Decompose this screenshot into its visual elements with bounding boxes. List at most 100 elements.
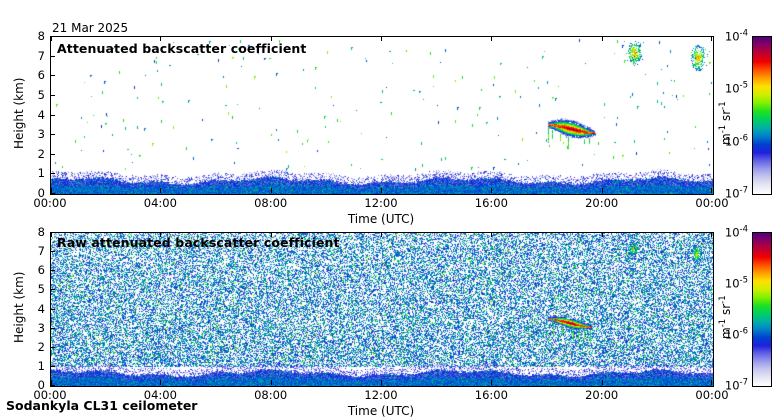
- ytick-label-0-0: 0: [37, 186, 45, 200]
- xtick-mark-top-1-6: [711, 232, 712, 237]
- panel-raw-attenuated-backscatter: [50, 232, 714, 387]
- xtick-mark-top-0-5: [602, 36, 603, 41]
- colorbar-bottom: [752, 232, 772, 387]
- ytick-label-0-8: 8: [37, 29, 45, 43]
- xtick-mark-top-0-4: [491, 36, 492, 41]
- raw-attenuated-backscatter-heatmap: [51, 233, 713, 386]
- xtick-label-0-1: 04:00: [143, 196, 177, 210]
- colorbar-tick-1-2: 10-6: [724, 326, 748, 342]
- colorbar-tick-1-1: 10-5: [724, 275, 748, 291]
- ytick-label-0-2: 2: [37, 146, 45, 161]
- panel-title-attenuated: Attenuated backscatter coefficient: [57, 41, 307, 56]
- ytick-mark-1-7: [50, 251, 55, 252]
- colorbar-tick-0-0: 10-4: [724, 28, 748, 44]
- ytick-label-0-3: 3: [37, 127, 45, 142]
- colorbar-label-1: m-1 sr-1: [718, 294, 733, 339]
- xtick-mark-top-0-6: [711, 36, 712, 41]
- ytick-mark-1-8: [50, 232, 55, 233]
- ytick-label-0-5: 5: [37, 87, 45, 102]
- xtick-label-0-2: 08:00: [254, 196, 288, 210]
- xtick-mark-0-1: [160, 188, 161, 193]
- xtick-mark-1-4: [491, 380, 492, 385]
- xtick-mark-top-1-2: [271, 232, 272, 237]
- xtick-label-1-2: 08:00: [254, 388, 288, 402]
- xaxis-label-1: Time (UTC): [347, 404, 415, 418]
- xtick-mark-top-1-5: [602, 232, 603, 237]
- ytick-mark-0-7: [50, 56, 55, 57]
- ytick-mark-1-1: [50, 366, 55, 367]
- ytick-mark-1-2: [50, 347, 55, 348]
- xtick-mark-top-0-1: [160, 36, 161, 41]
- xtick-label-0-6: 00:00: [695, 196, 729, 210]
- ytick-mark-0-5: [50, 95, 55, 96]
- xtick-mark-top-1-0: [51, 232, 52, 237]
- xtick-mark-1-1: [160, 380, 161, 385]
- xtick-mark-top-0-2: [271, 36, 272, 41]
- ytick-mark-0-1: [50, 173, 55, 174]
- xtick-mark-top-0-3: [381, 36, 382, 41]
- ytick-mark-1-6: [50, 270, 55, 271]
- colorbar-top: [752, 36, 772, 195]
- ytick-label-0-4: 4: [37, 107, 45, 122]
- ytick-label-1-7: 7: [37, 244, 45, 259]
- xtick-mark-0-0: [51, 188, 52, 193]
- ytick-label-1-4: 4: [37, 301, 45, 316]
- xtick-label-0-5: 20:00: [585, 196, 619, 210]
- xtick-label-1-5: 20:00: [585, 388, 619, 402]
- colorbar-tick-0-2: 10-6: [724, 133, 748, 149]
- colorbar-tick-0-3: 10-7: [724, 185, 748, 201]
- xtick-mark-top-1-4: [491, 232, 492, 237]
- xtick-mark-1-3: [381, 380, 382, 385]
- xtick-mark-0-2: [271, 188, 272, 193]
- ytick-mark-1-3: [50, 328, 55, 329]
- ytick-mark-0-0: [50, 193, 55, 194]
- ytick-mark-0-8: [50, 36, 55, 37]
- xtick-label-1-4: 16:00: [474, 388, 508, 402]
- ytick-mark-1-0: [50, 385, 55, 386]
- instrument-caption: Sodankyla CL31 ceilometer: [6, 398, 198, 413]
- colorbar-tick-1-3: 10-7: [724, 377, 748, 393]
- xtick-mark-0-3: [381, 188, 382, 193]
- colorbar-label-0: m-1 sr-1: [718, 100, 733, 145]
- ytick-label-0-7: 7: [37, 48, 45, 63]
- xtick-mark-0-5: [602, 188, 603, 193]
- colorbar-tick-1-0: 10-4: [724, 224, 748, 240]
- xaxis-label-0: Time (UTC): [347, 212, 415, 226]
- xtick-mark-0-6: [711, 188, 712, 193]
- ytick-label-1-2: 2: [37, 339, 45, 354]
- ytick-label-1-6: 6: [37, 263, 45, 278]
- ytick-mark-0-6: [50, 75, 55, 76]
- xtick-label-0-0: 00:00: [33, 196, 67, 210]
- ytick-label-1-3: 3: [37, 320, 45, 335]
- colorbar-tick-0-1: 10-5: [724, 80, 748, 96]
- xtick-mark-0-4: [491, 188, 492, 193]
- ytick-mark-1-4: [50, 309, 55, 310]
- xtick-mark-top-0-0: [51, 36, 52, 41]
- ytick-label-1-8: 8: [37, 225, 45, 239]
- date-label: 21 Mar 2025: [52, 21, 129, 35]
- yaxis-label-1: Height (km): [12, 271, 26, 343]
- attenuated-backscatter-heatmap: [51, 37, 713, 194]
- ytick-label-0-1: 1: [37, 166, 45, 181]
- xtick-label-1-0: 00:00: [33, 388, 67, 402]
- panel-title-raw: Raw attenuated backscatter coefficient: [57, 235, 340, 250]
- xtick-label-1-1: 04:00: [143, 388, 177, 402]
- ytick-mark-0-4: [50, 115, 55, 116]
- xtick-mark-1-5: [602, 380, 603, 385]
- xtick-mark-top-1-1: [160, 232, 161, 237]
- ytick-label-0-6: 6: [37, 68, 45, 83]
- panel-attenuated-backscatter: [50, 36, 714, 195]
- yaxis-label-0: Height (km): [12, 77, 26, 149]
- xtick-mark-1-0: [51, 380, 52, 385]
- xtick-mark-top-1-3: [381, 232, 382, 237]
- xtick-label-0-3: 12:00: [364, 196, 398, 210]
- ytick-mark-1-5: [50, 289, 55, 290]
- xtick-label-1-3: 12:00: [364, 388, 398, 402]
- ytick-mark-0-2: [50, 154, 55, 155]
- ytick-label-1-5: 5: [37, 282, 45, 297]
- ytick-mark-0-3: [50, 134, 55, 135]
- ytick-label-1-0: 0: [37, 378, 45, 392]
- xtick-mark-1-2: [271, 380, 272, 385]
- xtick-mark-1-6: [711, 380, 712, 385]
